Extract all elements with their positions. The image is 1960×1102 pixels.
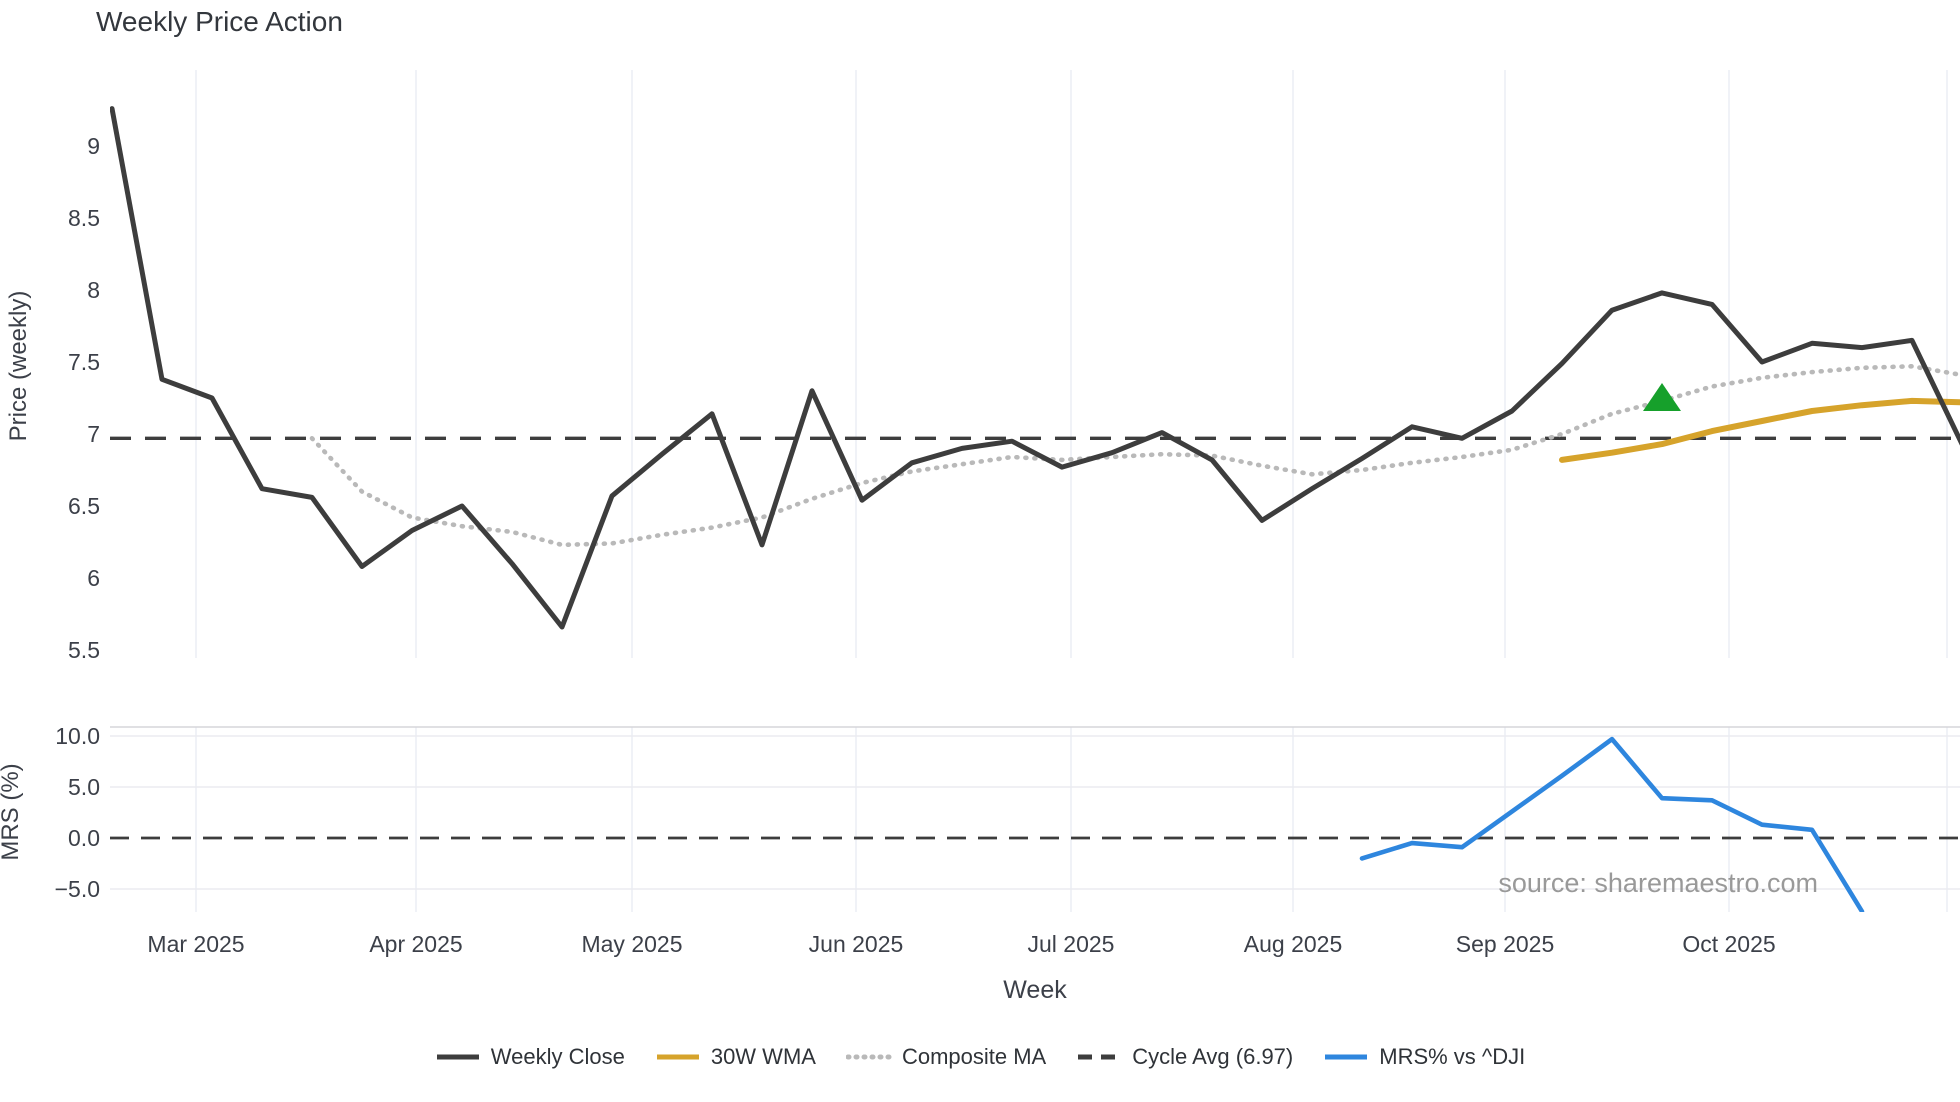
x-tick-label: Jun 2025: [809, 931, 904, 957]
legend-item: MRS% vs ^DJI: [1323, 1044, 1525, 1070]
buy-signal-triangle-icon: [1643, 383, 1681, 411]
legend-item-label: Composite MA: [901, 1044, 1047, 1069]
legend-item: Composite MA: [845, 1044, 1047, 1070]
x-tick-label: Apr 2025: [369, 931, 462, 957]
mrs-y-axis-label: MRS (%): [0, 763, 24, 860]
x-tick-label: Mar 2025: [147, 931, 244, 957]
price-y-tick-label: 6: [87, 565, 100, 591]
legend-item-label: 30W WMA: [710, 1044, 816, 1069]
price-y-axis-label: Price (weekly): [5, 291, 32, 442]
mrs-line: [1359, 736, 1865, 912]
legend-item-label: Weekly Close: [490, 1044, 625, 1069]
price-y-tick-label: 7: [87, 421, 100, 447]
legend-swatch-solid: [436, 1054, 479, 1060]
composite-ma-line: [309, 363, 1960, 548]
mrs-y-tick-label: 0.0: [68, 825, 100, 851]
chart-title: Weekly Price Action: [96, 6, 343, 37]
price-y-tick-label: 6.5: [68, 493, 100, 519]
x-tick-label: Sep 2025: [1456, 931, 1554, 957]
legend-swatch-solid: [1325, 1054, 1368, 1060]
x-tick-label: May 2025: [581, 931, 682, 957]
price-y-tick-label: 9: [87, 133, 100, 159]
chart-legend: Weekly Close 30W WMA Composite MA Cycle …: [0, 1044, 1960, 1070]
legend-swatch-dashed: [1078, 1054, 1121, 1060]
source-note: source: sharemaestro.com: [1498, 868, 1818, 898]
legend-item-label: MRS% vs ^DJI: [1379, 1044, 1526, 1069]
mrs-y-tick-label: 10.0: [55, 723, 100, 749]
price-y-tick-label: 7.5: [68, 349, 100, 375]
x-tick-label: Jul 2025: [1028, 931, 1115, 957]
legend-item: Cycle Avg (6.97): [1076, 1044, 1293, 1070]
wma-line: [1559, 397, 1960, 463]
legend-swatch-dotted: [845, 1054, 892, 1060]
price-y-tick-label: 5.5: [68, 637, 100, 663]
x-axis-label: Week: [1003, 976, 1067, 1004]
x-tick-label: Oct 2025: [1682, 931, 1775, 957]
x-tick-label: Aug 2025: [1244, 931, 1342, 957]
legend-item: 30W WMA: [655, 1044, 816, 1070]
mrs-y-tick-label: 5.0: [68, 774, 100, 800]
weekly-close-line: [110, 106, 1960, 630]
legend-item: Weekly Close: [435, 1044, 625, 1070]
price-y-tick-label: 8: [87, 277, 100, 303]
price-y-tick-label: 8.5: [68, 205, 100, 231]
legend-item-label: Cycle Avg (6.97): [1132, 1044, 1294, 1069]
legend-swatch-solid: [656, 1054, 699, 1060]
mrs-y-tick-label: −5.0: [55, 876, 100, 902]
